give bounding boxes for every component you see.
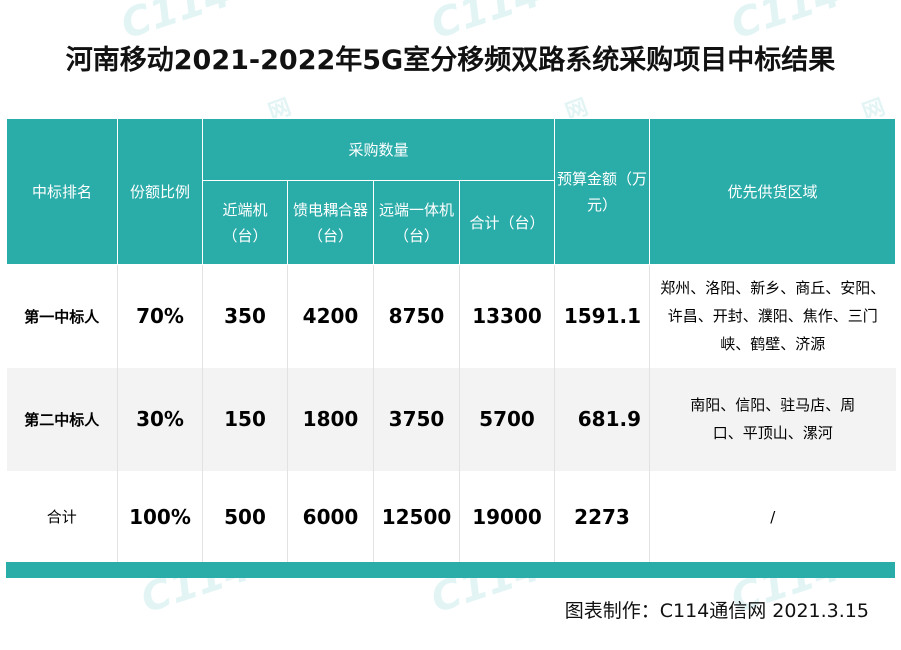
cell-rank: 第一中标人 [6, 264, 118, 368]
cell-coupler: 1800 [287, 367, 374, 471]
cell-coupler: 6000 [287, 470, 374, 563]
cell-share: 100% [117, 470, 203, 563]
cell-share: 70% [117, 264, 203, 368]
table-row: 合计 100% 500 6000 12500 19000 2273 / [6, 470, 896, 563]
chart-credit: 图表制作：C114通信网 2021.3.15 [564, 600, 869, 622]
header-budget: 预算金额（万元） [554, 118, 651, 265]
header-far-end: 远端一体机（台） [373, 180, 460, 265]
cell-budget: 2273 [554, 470, 651, 563]
cell-budget: 1591.1 [554, 264, 651, 368]
header-rank: 中标排名 [6, 118, 118, 265]
cell-total: 13300 [459, 264, 556, 368]
header-quantity-group: 采购数量 [201, 118, 556, 181]
cell-total: 19000 [459, 470, 556, 563]
cell-near-end: 350 [202, 264, 288, 368]
result-table: 中标排名 份额比例 采购数量 预算金额（万元） 优先供货区域 近端机（台） 馈电… [6, 118, 897, 563]
cell-coupler: 4200 [287, 264, 374, 368]
bottom-bar [6, 562, 895, 578]
cell-region: 南阳、信阳、驻马店、周口、平顶山、漯河 [649, 367, 896, 471]
cell-near-end: 500 [202, 470, 288, 563]
header-share: 份额比例 [117, 118, 203, 265]
cell-near-end: 150 [202, 367, 288, 471]
cell-far-end: 3750 [373, 367, 460, 471]
header-coupler: 馈电耦合器（台） [287, 180, 374, 265]
cell-region: 郑州、洛阳、新乡、商丘、安阳、许昌、开封、濮阳、焦作、三门峡、鹤壁、济源 [649, 264, 896, 368]
header-near-end: 近端机（台） [202, 180, 288, 265]
header-total: 合计（台） [458, 180, 556, 265]
cell-far-end: 8750 [373, 264, 460, 368]
cell-rank: 合计 [6, 470, 118, 563]
table-row: 第二中标人 30% 150 1800 3750 5700 681.9 南阳、信阳… [6, 367, 896, 471]
page-title: 河南移动2021-2022年5G室分移频双路系统采购项目中标结果 [65, 45, 836, 76]
cell-region: / [649, 470, 896, 563]
table-row: 第一中标人 70% 350 4200 8750 13300 1591.1 郑州、… [6, 264, 896, 368]
cell-total: 5700 [459, 367, 556, 471]
header-region: 优先供货区域 [649, 118, 897, 265]
cell-far-end: 12500 [373, 470, 460, 563]
cell-budget: 681.9 [554, 367, 651, 471]
cell-share: 30% [117, 367, 203, 471]
cell-rank: 第二中标人 [6, 367, 118, 471]
